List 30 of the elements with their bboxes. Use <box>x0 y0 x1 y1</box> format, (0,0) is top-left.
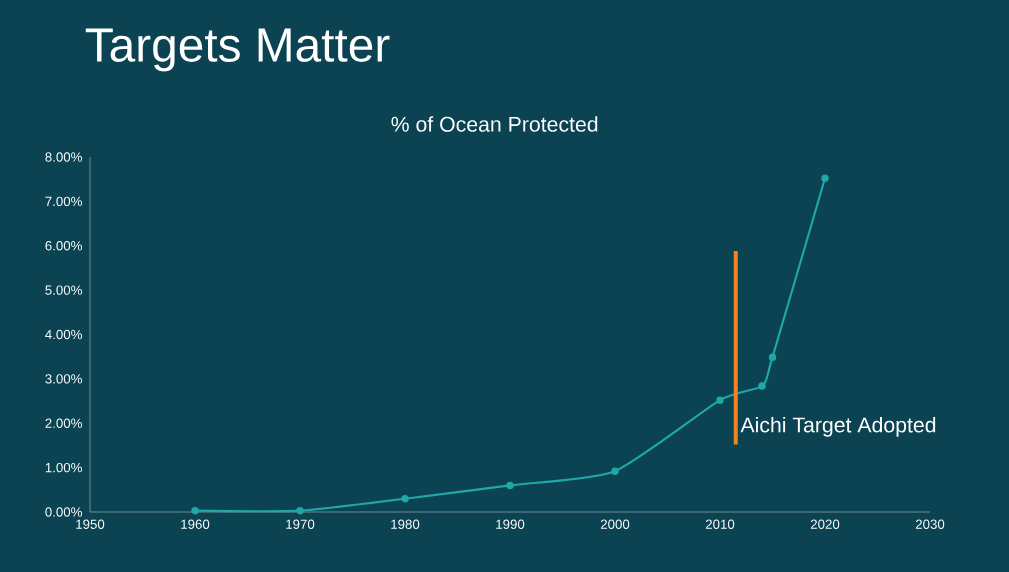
y-tick-label: 3.00% <box>45 374 83 384</box>
x-tick-label: 1970 <box>286 519 315 529</box>
x-tick-label: 1950 <box>76 519 105 529</box>
point <box>401 494 409 503</box>
ref-line-label: Aichi Target Adopted <box>740 416 936 437</box>
point <box>191 506 199 515</box>
point <box>821 174 829 183</box>
y-tick-label: 1.00% <box>45 462 83 473</box>
chart-subtitle: % of Ocean Protected <box>391 116 598 132</box>
chart-title: Targets Matter <box>85 28 390 72</box>
x-tick-label: 1990 <box>496 519 525 529</box>
x-tick-label: 2000 <box>600 519 630 529</box>
x-tick-label: 2030 <box>915 519 945 529</box>
y-tick-label: 2.00% <box>45 418 83 428</box>
x-tick-label: 2010 <box>705 519 735 529</box>
point <box>296 506 304 515</box>
point <box>758 382 766 390</box>
y-tick-label: 7.00% <box>45 196 83 207</box>
point <box>611 467 619 475</box>
x-tick-label: 1960 <box>181 519 210 529</box>
y-tick-label: 0.00% <box>45 507 83 517</box>
point <box>506 481 514 490</box>
x-tick-label: 2020 <box>810 519 840 529</box>
y-tick-label: 6.00% <box>45 241 83 251</box>
y-tick-label: 4.00% <box>45 329 83 340</box>
y-tick-label: 5.00% <box>45 285 83 295</box>
y-tick-label: 8.00% <box>45 152 83 162</box>
point <box>768 353 777 361</box>
point <box>716 396 724 404</box>
x-tick-label: 1980 <box>391 519 420 529</box>
